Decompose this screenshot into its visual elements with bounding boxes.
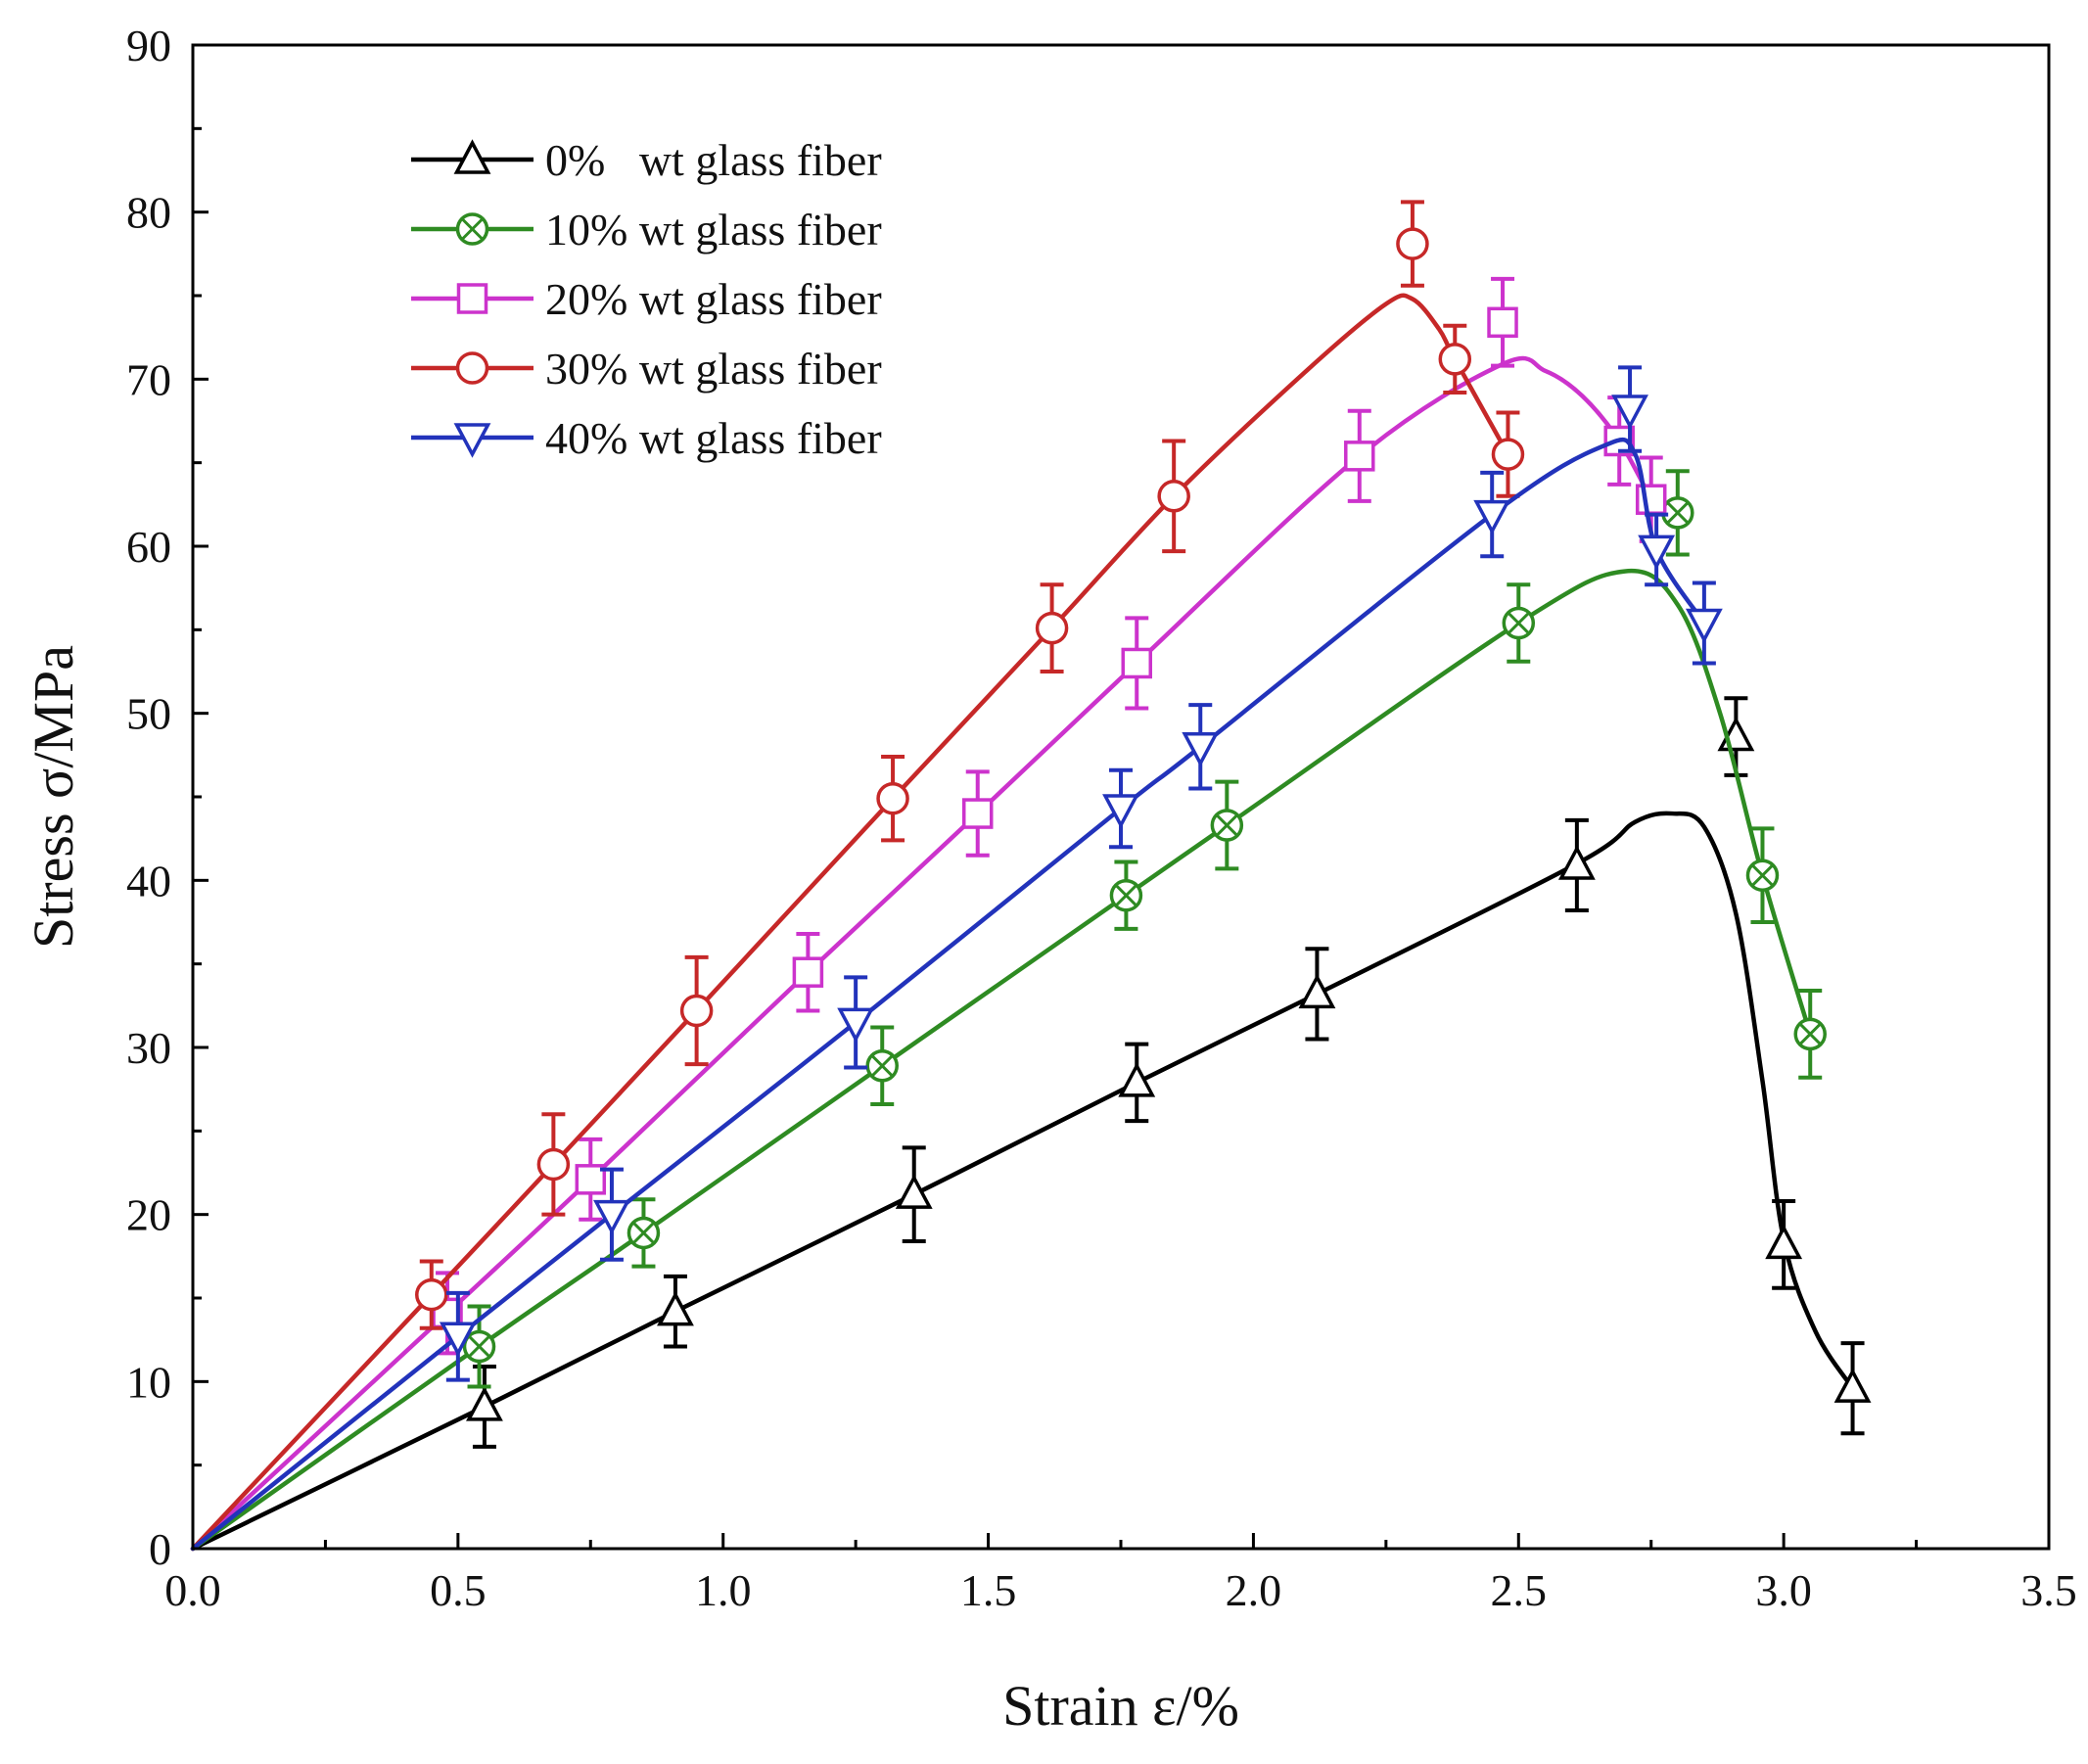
data-point	[1611, 395, 1648, 430]
data-point	[961, 798, 994, 829]
data-point	[1833, 1368, 1872, 1403]
legend-item: 30% wt glass fiber	[411, 344, 882, 394]
y-tick-label: 10	[126, 1357, 171, 1407]
data-point	[837, 1007, 875, 1044]
legend-item: 10% wt glass fiber	[411, 205, 882, 255]
data-point	[462, 1329, 496, 1364]
x-tick-label: 3.5	[2020, 1565, 2077, 1615]
data-point	[679, 994, 714, 1028]
y-tick-label: 50	[126, 689, 171, 739]
y-axis-title: Stress σ/MPa	[22, 645, 85, 949]
x-tick-label: 0.0	[164, 1565, 221, 1615]
data-point	[792, 956, 824, 988]
data-point	[1182, 732, 1220, 767]
series-line	[190, 355, 1653, 1552]
series-line	[190, 568, 1813, 1552]
x-axis-title: Strain ε/%	[1002, 1674, 1239, 1738]
legend-item: 20% wt glass fiber	[411, 274, 882, 324]
data-point	[466, 1386, 503, 1421]
y-tick-label: 80	[126, 188, 171, 238]
series-0	[190, 696, 1872, 1552]
data-point	[1491, 438, 1525, 471]
data-point	[1396, 227, 1429, 260]
data-point	[1121, 647, 1153, 679]
data-point	[1118, 1062, 1156, 1097]
x-tick-label: 0.5	[430, 1565, 487, 1615]
series-3	[190, 200, 1525, 1552]
series-4	[190, 365, 1723, 1552]
data-point	[536, 1147, 571, 1182]
legend-marker	[455, 351, 489, 385]
data-point	[439, 1322, 477, 1357]
data-point	[1035, 611, 1069, 645]
data-point	[895, 1174, 933, 1209]
data-point	[657, 1290, 694, 1326]
data-point	[1344, 441, 1375, 472]
data-point	[575, 1164, 607, 1195]
data-point	[1793, 1017, 1827, 1051]
x-tick-label: 3.0	[1755, 1565, 1812, 1615]
y-tick-label: 70	[126, 354, 171, 404]
data-point	[1298, 973, 1336, 1009]
series-line	[190, 811, 1855, 1552]
data-point	[1102, 794, 1139, 829]
legend-label: 10% wt glass fiber	[545, 205, 882, 255]
data-point	[1157, 480, 1190, 513]
data-point	[1438, 343, 1472, 376]
series-line	[190, 437, 1707, 1552]
data-point	[1210, 809, 1244, 842]
data-point	[876, 781, 909, 815]
x-tick-label: 1.5	[960, 1565, 1017, 1615]
series-line	[190, 293, 1510, 1552]
legend-label: 30% wt glass fiber	[545, 344, 882, 394]
data-point	[1109, 878, 1143, 912]
data-point	[1502, 606, 1536, 640]
data-point	[865, 1049, 899, 1083]
legend-marker	[453, 139, 491, 174]
legend-marker	[453, 423, 491, 458]
data-point	[593, 1199, 630, 1235]
data-point	[1745, 859, 1780, 892]
series-1	[190, 469, 1827, 1552]
data-point	[415, 1277, 448, 1312]
legend-label: 40% wt glass fiber	[545, 413, 882, 463]
y-tick-label: 20	[126, 1190, 171, 1240]
y-tick-label: 30	[126, 1023, 171, 1073]
data-point	[626, 1216, 661, 1250]
data-point	[1473, 499, 1511, 535]
y-tick-label: 90	[126, 21, 171, 70]
legend-label: 20% wt glass fiber	[545, 274, 882, 324]
legend-marker	[455, 212, 489, 246]
data-point	[1685, 608, 1723, 644]
legend: 0% wt glass fiber 10% wt glass fiber 20% w…	[411, 135, 882, 463]
y-tick-label: 60	[126, 522, 171, 572]
data-point	[1557, 845, 1596, 880]
series-2	[190, 276, 1667, 1552]
y-tick-label: 40	[126, 856, 171, 905]
y-tick-label: 0	[149, 1524, 171, 1574]
legend-label: 0% wt glass fiber	[545, 135, 882, 185]
x-tick-label: 2.5	[1491, 1565, 1548, 1615]
x-tick-label: 1.0	[695, 1565, 752, 1615]
data-point	[1765, 1224, 1803, 1260]
data-point	[1638, 534, 1676, 571]
x-tick-label: 2.0	[1226, 1565, 1282, 1615]
legend-marker	[456, 283, 488, 314]
data-point	[1487, 306, 1518, 339]
legend-item: 40% wt glass fiber	[411, 413, 882, 463]
legend-item: 0% wt glass fiber	[411, 135, 882, 185]
